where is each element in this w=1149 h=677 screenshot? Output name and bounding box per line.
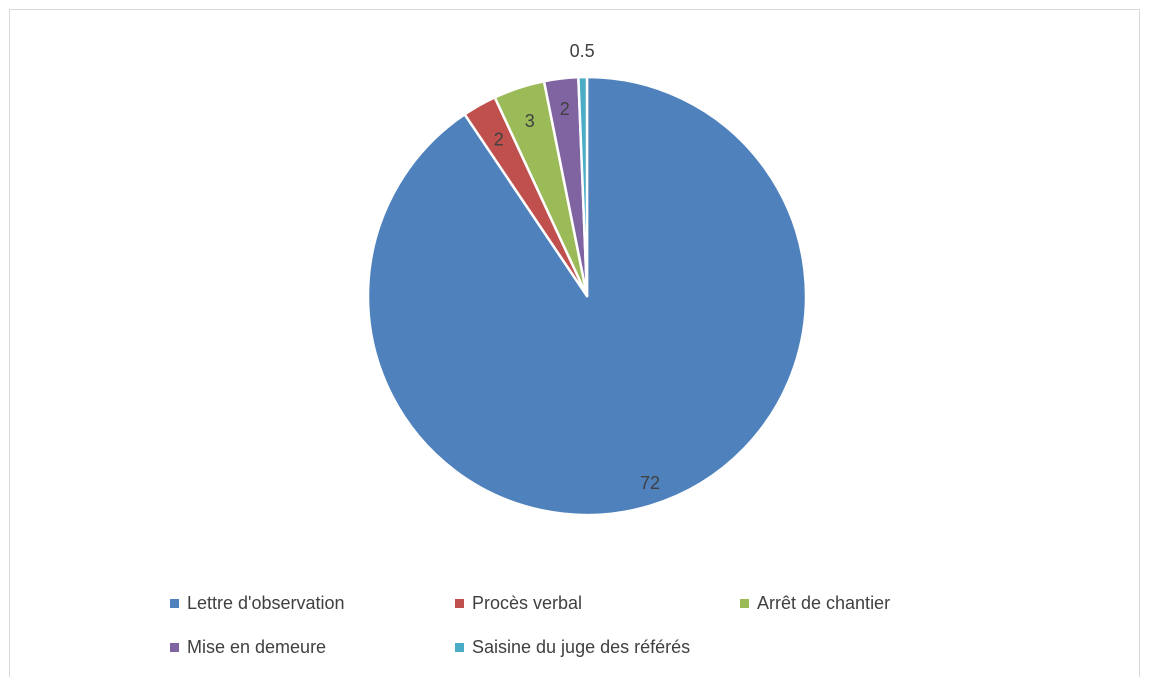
pie-slice-5 xyxy=(577,75,589,298)
data-label-5: 0.5 xyxy=(570,41,595,61)
data-label-1: 72 xyxy=(640,473,660,493)
data-label-4: 2 xyxy=(560,99,570,119)
data-label-2: 2 xyxy=(494,130,504,150)
data-label-3: 3 xyxy=(525,111,535,131)
